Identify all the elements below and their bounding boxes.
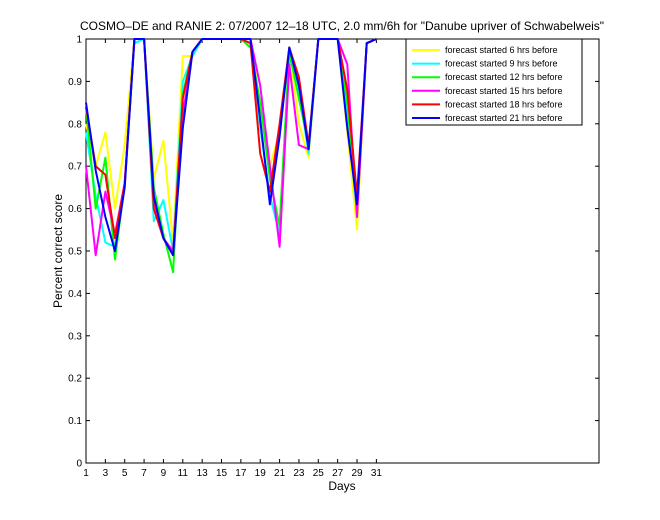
y-tick-label: 0.8 [68, 119, 82, 130]
y-tick-label: 0.2 [68, 374, 82, 385]
x-tick-label: 31 [371, 468, 383, 479]
x-tick-label: 21 [274, 468, 286, 479]
x-tick-label: 25 [313, 468, 325, 479]
x-tick-label: 13 [197, 468, 209, 479]
legend-box [405, 38, 583, 126]
y-tick-label: 0.6 [68, 204, 82, 215]
x-tick-label: 27 [332, 468, 344, 479]
legend-label-6: forecast started 21 hrs before [445, 113, 563, 123]
x-tick-label: 29 [351, 468, 363, 479]
y-tick-label: 1 [76, 35, 82, 46]
x-tick-label: 9 [161, 468, 167, 479]
x-axis-label: Days [328, 479, 355, 493]
y-tick-label: 0.5 [68, 247, 82, 258]
series-line-6 [85, 38, 377, 257]
y-axis-label: Percent correct score [51, 194, 65, 308]
x-tick-label: 11 [178, 468, 189, 479]
x-tick-label: 1 [83, 468, 89, 479]
x-tick-label: 23 [293, 468, 305, 479]
y-axis: 0 0.1 0.2 0.3 0.4 0.5 0.6 0.7 0.8 0.9 1 [68, 35, 599, 470]
y-tick-label: 0.7 [68, 162, 82, 173]
chart-title: COSMO–DE and RANIE 2: 07/2007 12–18 UTC,… [80, 19, 604, 33]
x-tick-label: 3 [103, 468, 109, 479]
x-tick-label: 7 [141, 468, 147, 479]
x-tick-label: 15 [216, 468, 228, 479]
legend-label-1: forecast started 6 hrs before [445, 45, 558, 55]
y-tick-label: 0.3 [68, 331, 82, 342]
x-tick-label: 17 [235, 468, 247, 479]
legend: forecast started 6 hrs before forecast st… [405, 38, 583, 126]
x-tick-label: 19 [255, 468, 267, 479]
legend-label-2: forecast started 9 hrs before [445, 59, 558, 69]
y-tick-label: 0.4 [68, 289, 82, 300]
y-tick-label: 0.9 [68, 77, 82, 88]
y-tick-label: 0.1 [68, 416, 82, 427]
legend-label-3: forecast started 12 hrs before [445, 72, 563, 82]
y-tick-label: 0 [76, 459, 82, 470]
legend-label-5: forecast started 18 hrs before [445, 99, 563, 109]
series-lines [85, 38, 377, 274]
x-tick-label: 5 [122, 468, 128, 479]
legend-label-4: forecast started 15 hrs before [445, 86, 563, 96]
